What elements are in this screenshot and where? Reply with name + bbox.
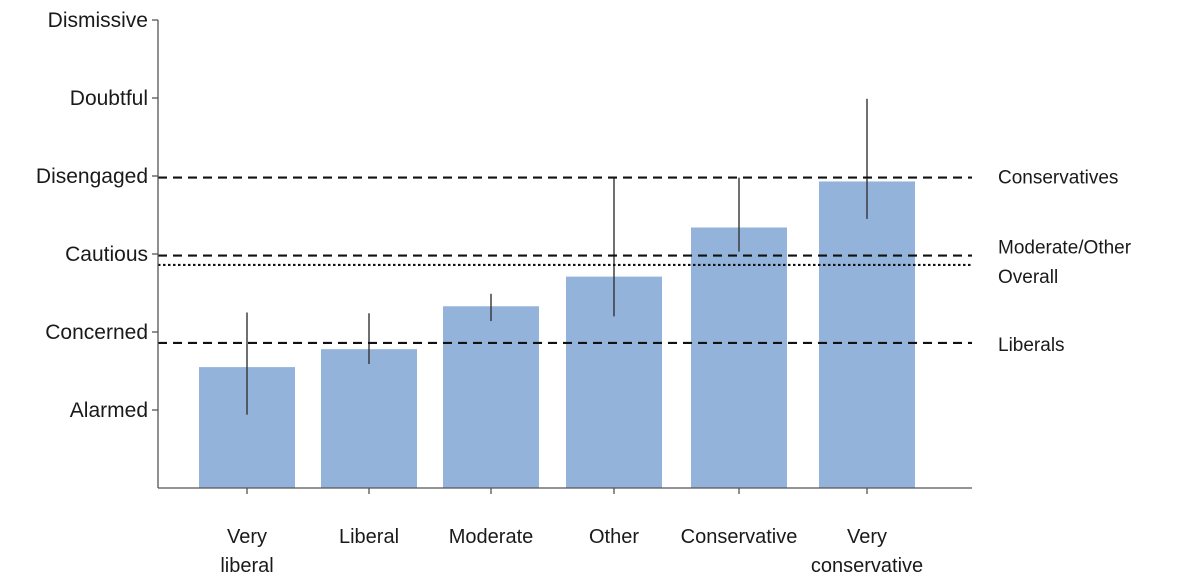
y-tick-label-5: Dismissive — [48, 9, 148, 32]
reference-lines-group — [158, 176, 972, 345]
x-tick-label-3-0: Other — [589, 526, 639, 548]
reference-label-1: Moderate/Other — [998, 238, 1132, 259]
x-tick-label-2-0: Moderate — [449, 526, 534, 548]
x-tick-label-4-0: Conservative — [681, 526, 798, 548]
error-bars-group — [246, 98, 868, 415]
y-tick-label-4: Doubtful — [70, 87, 148, 110]
reference-label-3: Liberals — [998, 335, 1065, 356]
x-tick-label-5-1: conservative — [811, 555, 923, 577]
bars-group — [199, 181, 915, 489]
x-tick-label-0-0: Very — [227, 526, 267, 548]
reference-label-2: Overall — [998, 267, 1058, 288]
bar-4 — [691, 227, 787, 489]
y-tick-label-3: Disengaged — [36, 165, 148, 188]
y-tick-label-2: Cautious — [65, 243, 148, 266]
labels-group: Conservatives Moderate/Other Overall Libera… — [36, 9, 1132, 577]
bar-2 — [443, 306, 539, 488]
x-tick-label-5-0: Very — [847, 526, 887, 548]
y-tick-label-1: Concerned — [45, 321, 148, 344]
bar-1 — [321, 349, 417, 488]
x-tick-label-0-1: liberal — [220, 555, 273, 577]
bar-5 — [819, 181, 915, 488]
y-tick-label-0: Alarmed — [70, 399, 148, 422]
x-tick-label-1-0: Liberal — [339, 526, 399, 548]
reference-label-0: Conservatives — [998, 168, 1118, 189]
axes-group — [152, 19, 972, 494]
